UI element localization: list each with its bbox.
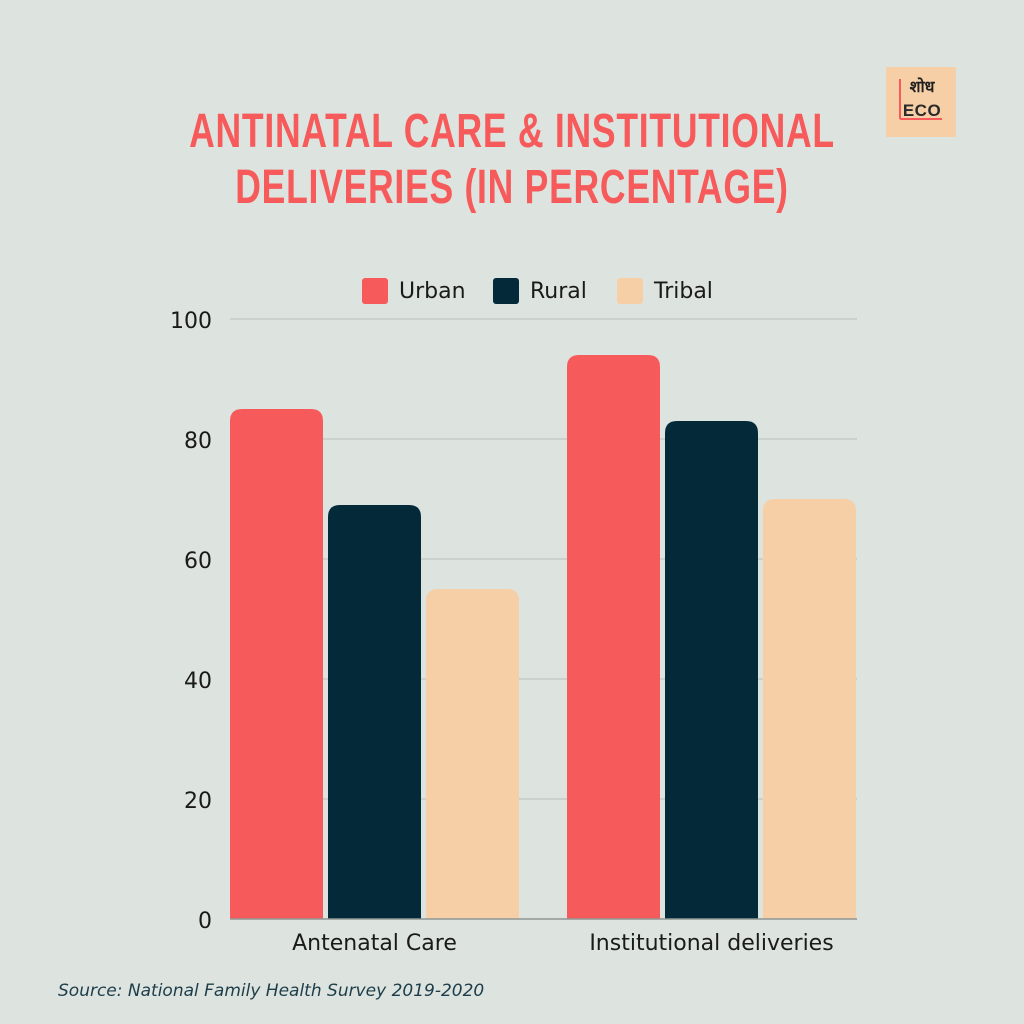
bar-rural [665,421,758,919]
logo-hindi-text: शोध [909,77,935,96]
logo-accent-bar [899,79,901,119]
legend-swatch-urban [362,278,388,304]
y-tick-label: 60 [184,549,212,574]
legend-item-urban: Urban [362,276,466,306]
bar-tribal [763,499,856,919]
x-tick-label: Antenatal Care [292,931,457,956]
legend-swatch-rural [493,278,519,304]
y-tick-label: 100 [170,309,212,334]
chart-title: ANTINATAL CARE & INSTITUTIONAL DELIVERIES… [189,105,835,214]
x-tick-label: Institutional deliveries [589,931,833,956]
legend-label-rural: Rural [530,278,587,304]
logo-eco-text: ECO [902,101,942,120]
legend-swatch-tribal [617,278,643,304]
y-tick-label: 80 [184,429,212,454]
y-tick-label: 20 [184,789,212,814]
legend-label-urban: Urban [399,278,466,304]
bar-urban [230,409,323,919]
y-tick-label: 0 [198,909,212,934]
bar-rural [328,505,421,919]
legend-item-tribal: Tribal [617,276,713,306]
legend-item-rural: Rural [493,276,587,306]
bar-tribal [426,589,519,919]
logo-underline [900,118,942,120]
y-tick-label: 40 [184,669,212,694]
bar-urban [567,355,660,919]
source-note: Source: National Family Health Survey 20… [58,981,485,1001]
logo: शोध ECO [886,67,956,137]
legend-label-tribal: Tribal [654,278,713,304]
